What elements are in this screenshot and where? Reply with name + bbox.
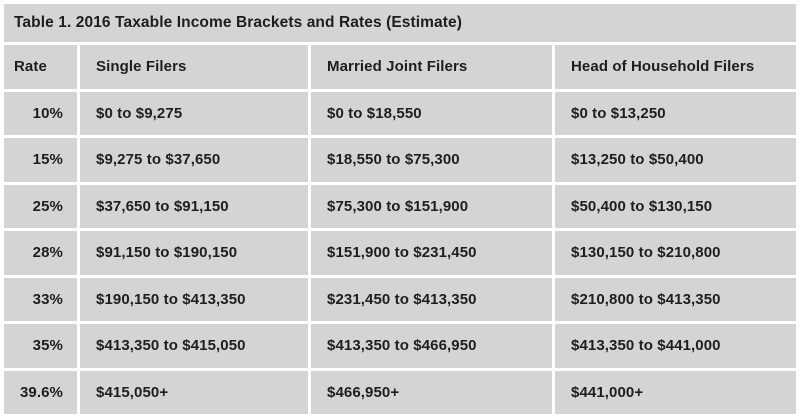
bracket-cell: $13,250 to $50,400 bbox=[555, 138, 796, 182]
bracket-cell: $0 to $13,250 bbox=[555, 91, 796, 135]
bracket-cell: $415,050+ bbox=[80, 370, 308, 414]
rate-cell: 35% bbox=[4, 324, 77, 368]
rate-cell: 15% bbox=[4, 138, 77, 182]
rate-cell: 25% bbox=[4, 184, 77, 228]
bracket-cell: $466,950+ bbox=[311, 370, 552, 414]
table-grid: Rate Single Filers Married Joint Filers Hea… bbox=[4, 45, 796, 414]
bracket-cell: $37,650 to $91,150 bbox=[80, 184, 308, 228]
column-header: Rate bbox=[4, 45, 77, 89]
bracket-cell: $413,350 to $441,000 bbox=[555, 324, 796, 368]
rate-cell: 39.6% bbox=[4, 370, 77, 414]
bracket-cell: $0 to $9,275 bbox=[80, 91, 308, 135]
bracket-cell: $0 to $18,550 bbox=[311, 91, 552, 135]
bracket-cell: $190,150 to $413,350 bbox=[80, 277, 308, 321]
bracket-cell: $210,800 to $413,350 bbox=[555, 277, 796, 321]
bracket-cell: $231,450 to $413,350 bbox=[311, 277, 552, 321]
rate-cell: 33% bbox=[4, 277, 77, 321]
bracket-cell: $50,400 to $130,150 bbox=[555, 184, 796, 228]
bracket-cell: $441,000+ bbox=[555, 370, 796, 414]
bracket-cell: $413,350 to $415,050 bbox=[80, 324, 308, 368]
column-header: Married Joint Filers bbox=[311, 45, 552, 89]
bracket-cell: $91,150 to $190,150 bbox=[80, 231, 308, 275]
rate-cell: 28% bbox=[4, 231, 77, 275]
bracket-cell: $75,300 to $151,900 bbox=[311, 184, 552, 228]
bracket-cell: $413,350 to $466,950 bbox=[311, 324, 552, 368]
bracket-cell: $18,550 to $75,300 bbox=[311, 138, 552, 182]
bracket-cell: $151,900 to $231,450 bbox=[311, 231, 552, 275]
rate-cell: 10% bbox=[4, 91, 77, 135]
column-header: Head of Household Filers bbox=[555, 45, 796, 89]
bracket-cell: $9,275 to $37,650 bbox=[80, 138, 308, 182]
column-header: Single Filers bbox=[80, 45, 308, 89]
bracket-cell: $130,150 to $210,800 bbox=[555, 231, 796, 275]
table-title: Table 1. 2016 Taxable Income Brackets an… bbox=[4, 4, 796, 42]
